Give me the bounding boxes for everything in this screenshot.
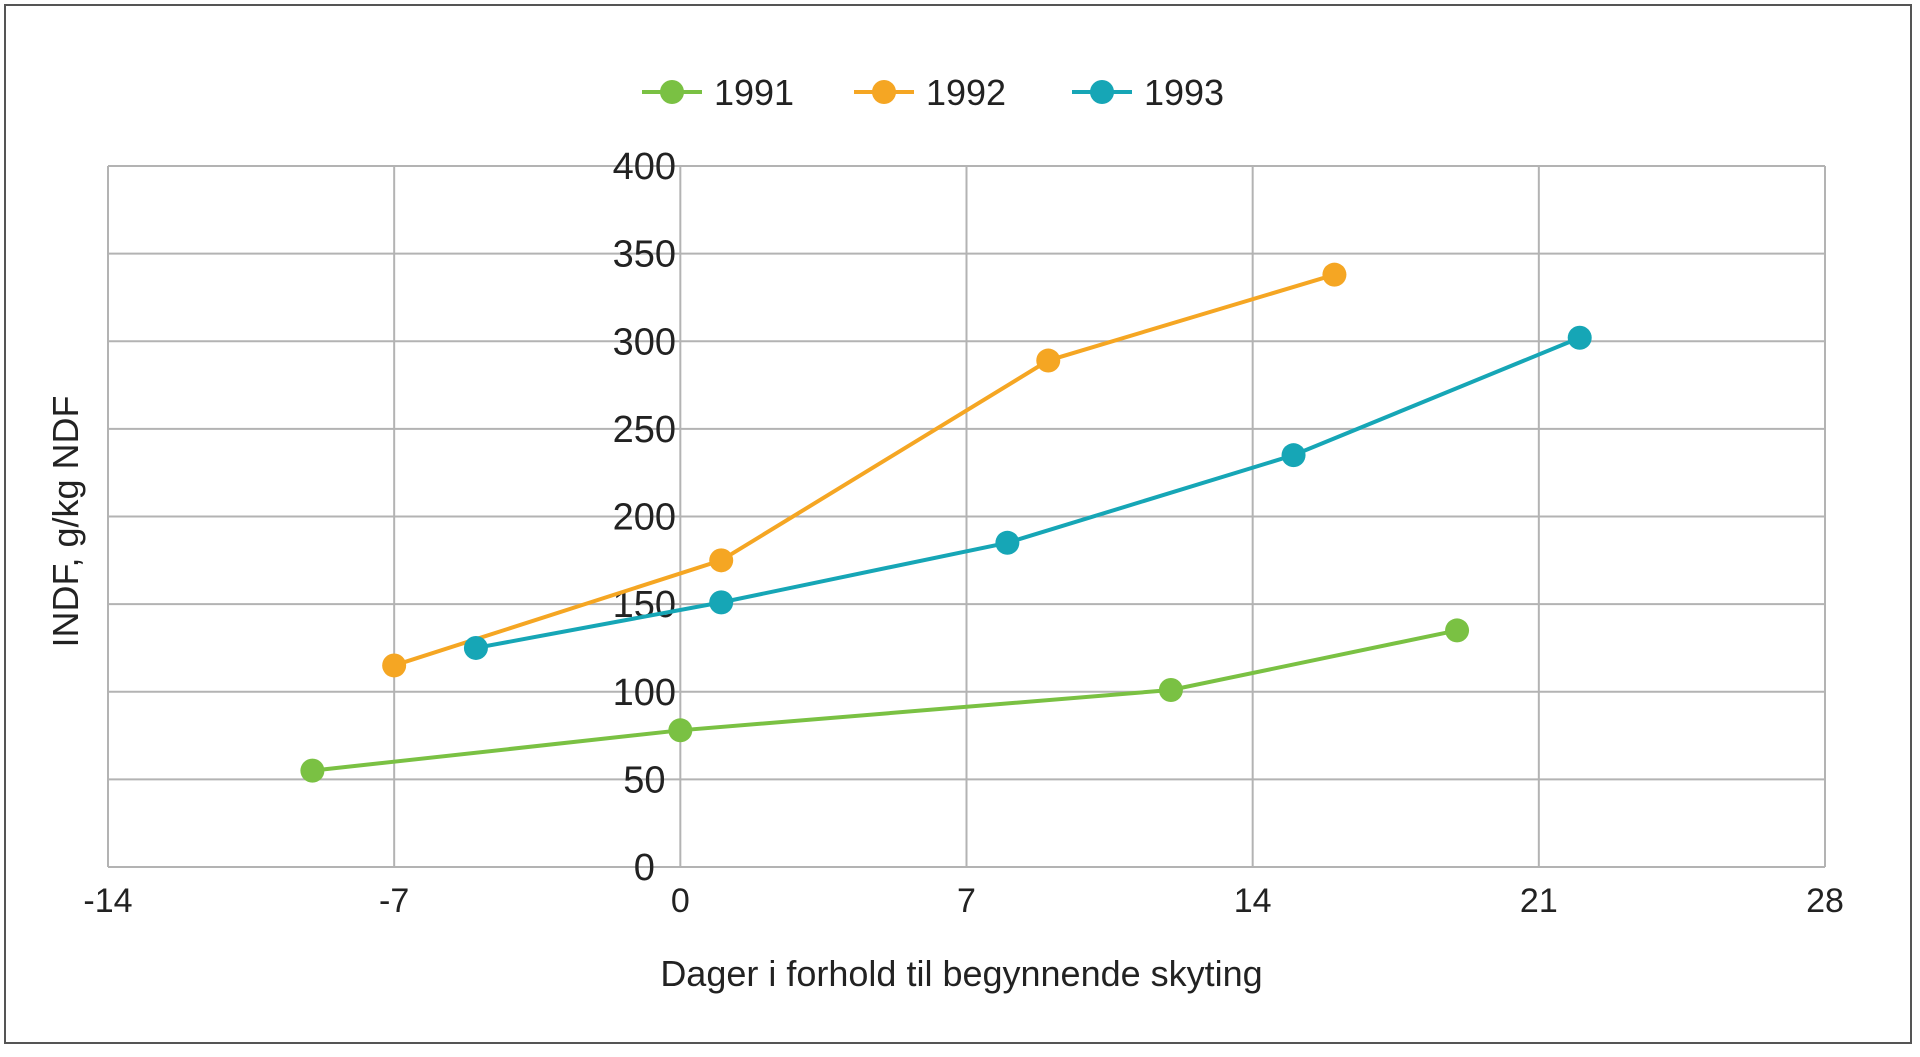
data-point-1992 bbox=[1036, 348, 1061, 373]
x-axis-title: Dager i forhold til begynnende skyting bbox=[660, 953, 1262, 994]
x-tick-label: 0 bbox=[671, 882, 690, 920]
data-point-1991 bbox=[1445, 618, 1470, 643]
data-point-1991 bbox=[1158, 677, 1183, 702]
y-tick-label: 350 bbox=[613, 234, 676, 276]
y-tick-label: 400 bbox=[613, 146, 676, 188]
y-tick-label: 100 bbox=[613, 672, 676, 714]
x-tick-label: -7 bbox=[379, 882, 409, 920]
y-tick-label: 200 bbox=[613, 497, 676, 539]
series bbox=[300, 262, 1592, 783]
x-tick-label: 14 bbox=[1234, 882, 1272, 920]
legend-marker-1991 bbox=[660, 80, 684, 104]
y-axis-title: INDF, g/kg NDF bbox=[45, 395, 86, 647]
data-point-1993 bbox=[463, 635, 488, 660]
y-tick-label: 300 bbox=[613, 321, 676, 363]
legend-label-1993: 1993 bbox=[1144, 72, 1224, 113]
data-point-1991 bbox=[300, 758, 325, 783]
data-point-1992 bbox=[382, 653, 407, 678]
data-point-1992 bbox=[709, 548, 734, 573]
y-tick-label: 0 bbox=[634, 847, 655, 889]
legend-marker-1993 bbox=[1090, 80, 1114, 104]
x-tick-label: -14 bbox=[83, 882, 132, 920]
legend-label-1992: 1992 bbox=[926, 72, 1006, 113]
chart-frame: 0 50 100 150 200 250 300 350 400 -14 -7 0 7 14 21 28 19… bbox=[4, 4, 1912, 1044]
data-point-1993 bbox=[1281, 443, 1306, 468]
legend: 1991 1992 1993 bbox=[642, 72, 1224, 113]
series-line-1991 bbox=[312, 628, 1458, 773]
series-line-1992 bbox=[393, 272, 1336, 668]
x-tick-label: 28 bbox=[1806, 882, 1844, 920]
data-point-1991 bbox=[668, 718, 693, 743]
data-point-1992 bbox=[1322, 262, 1347, 287]
x-tick-label: 7 bbox=[957, 882, 976, 920]
legend-label-1991: 1991 bbox=[714, 72, 794, 113]
y-tick-label: 250 bbox=[613, 409, 676, 451]
data-point-1993 bbox=[1567, 325, 1592, 350]
grid bbox=[107, 165, 1826, 868]
y-tick-label: 50 bbox=[623, 759, 665, 801]
legend-marker-1992 bbox=[872, 80, 896, 104]
data-point-1993 bbox=[709, 590, 734, 615]
x-tick-label: 21 bbox=[1520, 882, 1558, 920]
data-point-1993 bbox=[995, 530, 1020, 555]
